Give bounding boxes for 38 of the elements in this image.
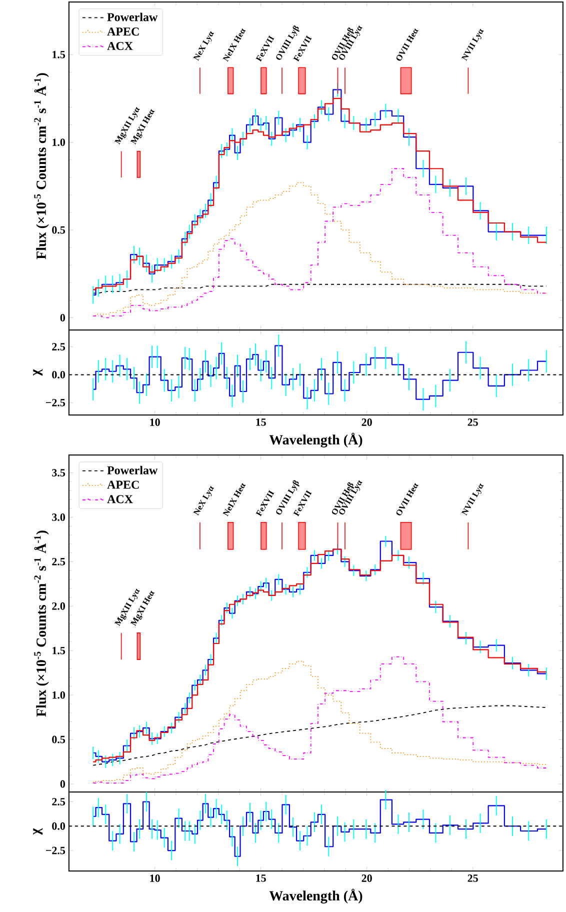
y-tick-label: 0.5 bbox=[52, 226, 66, 234]
x-tick-label: 20 bbox=[362, 418, 372, 426]
y-tick-label: 0.0 bbox=[52, 822, 66, 830]
x-axis-title: Wavelength (Å) bbox=[269, 432, 362, 448]
y-tick-label: 3.5 bbox=[52, 469, 66, 476]
text: Flux (×10$^{-5}$ Counts cm$^{-2}$ s$^{-1}$ Å$^{-1}$) bbox=[34, 530, 49, 717]
legend-label: ACX bbox=[107, 495, 133, 504]
y-tick-label: 2.5 bbox=[52, 798, 66, 806]
y-tick-label: 1.5 bbox=[52, 50, 66, 58]
x-tick-label: 20 bbox=[362, 874, 372, 882]
y-tick-label: −2.5 bbox=[46, 398, 66, 406]
y-tick-label: −2.5 bbox=[46, 846, 66, 854]
y-tick-label: 1.0 bbox=[52, 691, 66, 699]
y-tick-label: 2.5 bbox=[52, 343, 66, 350]
text: Flux (×10$^{-5}$ Counts cm$^{-2}$ s$^{-1}$ Å$^{-1}$) bbox=[34, 73, 49, 260]
y-tick-label: 1.0 bbox=[52, 138, 66, 146]
x-axis-title: Wavelength (Å) bbox=[269, 888, 362, 904]
x-tick-label: 10 bbox=[150, 418, 160, 426]
y-tick-label: 2.0 bbox=[52, 602, 66, 610]
legend-label: Powerlaw bbox=[107, 466, 158, 474]
x-tick-label: 10 bbox=[150, 874, 160, 882]
y-tick-label: 3.0 bbox=[52, 514, 66, 521]
x-tick-label: 15 bbox=[256, 418, 266, 426]
y-tick-label: 0.5 bbox=[52, 736, 66, 744]
y-tick-label: 0 bbox=[60, 780, 66, 788]
x-tick-label: 25 bbox=[468, 418, 478, 426]
legend-label: ACX bbox=[107, 42, 133, 50]
x-tick-label: 25 bbox=[468, 874, 478, 882]
y-tick-label: 0.0 bbox=[52, 371, 66, 378]
legend-label: APEC bbox=[107, 480, 139, 489]
legend-label: Powerlaw bbox=[107, 12, 158, 22]
y-axis-title: χ bbox=[33, 828, 43, 835]
y-tick-label: 0 bbox=[60, 314, 66, 322]
y-tick-label: 1.5 bbox=[52, 646, 66, 654]
y-tick-label: 2.5 bbox=[52, 558, 66, 566]
legend-label: APEC bbox=[107, 28, 139, 36]
x-tick-label: 15 bbox=[256, 874, 266, 882]
y-axis-title: χ bbox=[33, 369, 43, 376]
